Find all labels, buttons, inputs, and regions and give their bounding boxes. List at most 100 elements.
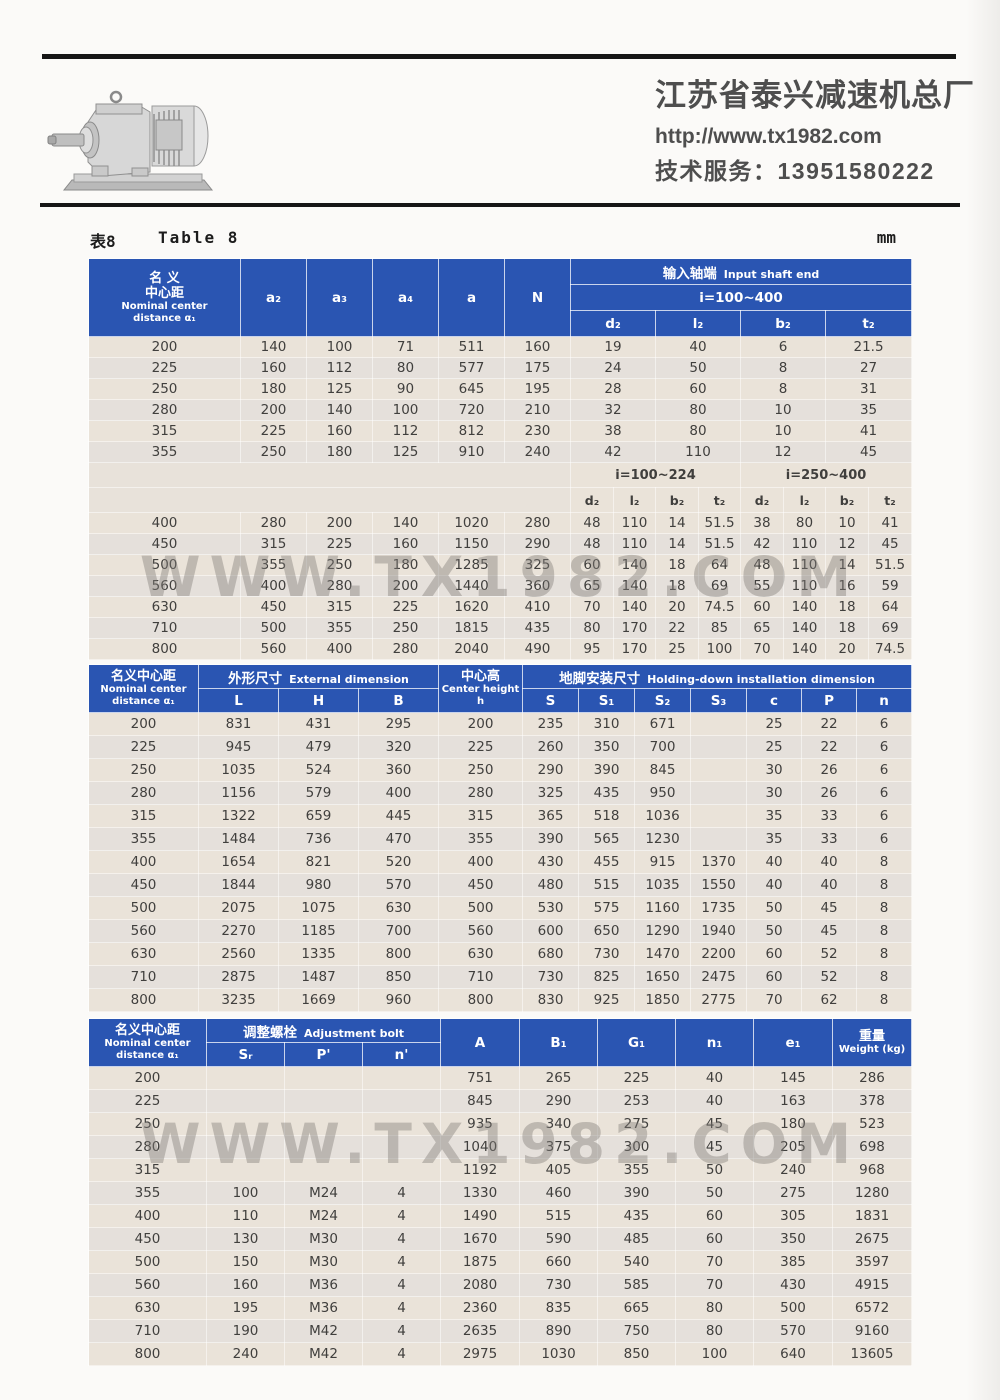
table-cell: 2270 — [198, 919, 279, 943]
table-cell: 40 — [801, 873, 858, 897]
column-header: N — [504, 258, 571, 337]
column-header: b₂ — [740, 310, 826, 337]
table-cell: 1844 — [198, 873, 279, 897]
table-cell: 650 — [578, 919, 636, 943]
table-cell: 80 — [570, 617, 614, 639]
table-cell: 12 — [740, 441, 826, 463]
table-cell: 3235 — [198, 988, 279, 1012]
table-cell: 65 — [740, 617, 784, 639]
header-row: i=100~400 — [89, 284, 913, 311]
table-cell: 305 — [753, 1204, 834, 1228]
table-cell: 350 — [578, 735, 636, 759]
table-cell: 28 — [570, 378, 656, 400]
table-cell: 50 — [746, 919, 803, 943]
table-cell: 48 — [740, 554, 784, 576]
table-cell: 2875 — [198, 965, 279, 989]
ratio-range-subheader: i=100~224 — [570, 462, 741, 488]
table-cell: 51.5 — [698, 512, 741, 534]
table-cell: 2975 — [440, 1342, 521, 1366]
header-line-en: Nominal center — [100, 684, 187, 695]
table-cell: 250 — [240, 441, 307, 463]
top-rule — [42, 54, 956, 59]
table-cell: 140 — [613, 596, 656, 618]
table-cell: 180 — [753, 1112, 834, 1136]
table-cell: 13605 — [832, 1342, 913, 1366]
table-cell: 850 — [357, 965, 440, 989]
table-cell: 479 — [278, 735, 359, 759]
table-cell: 25 — [746, 735, 803, 759]
table-cell: 400 — [438, 850, 524, 874]
table-cell: 41 — [867, 512, 913, 534]
table-cell: 35 — [746, 827, 803, 851]
table-cell: 560 — [240, 638, 307, 660]
header-line-en: Weight (kg) — [838, 1044, 906, 1055]
table-cell: 200 — [306, 512, 373, 534]
table-cell: 1075 — [278, 896, 359, 920]
table-cell: 585 — [597, 1273, 677, 1297]
group-label-cn: 外形尺寸 — [228, 670, 283, 687]
table-cell: 210 — [504, 399, 571, 421]
table-cell: 730 — [519, 1273, 599, 1297]
table-cell: 250 — [88, 758, 199, 782]
column-header: t₂ — [824, 310, 913, 337]
column-header: n₁ — [675, 1018, 755, 1067]
table-cell: 1335 — [278, 942, 359, 966]
table-cell: 355 — [88, 827, 199, 851]
table-cell: 825 — [578, 965, 636, 989]
table-cell: 140 — [613, 554, 656, 576]
table-cell: 80 — [675, 1319, 755, 1343]
table-cell: 671 — [634, 712, 692, 736]
table-cell: 225 — [240, 420, 307, 442]
column-header: P — [801, 688, 858, 713]
table-cell: 450 — [88, 533, 241, 555]
table-cell: 45 — [801, 896, 858, 920]
header-rule — [40, 203, 960, 207]
table-cell: 390 — [597, 1181, 677, 1205]
table-cell: 360 — [504, 575, 571, 597]
table-cell: 160 — [206, 1273, 285, 1297]
table-cell: 19 — [570, 336, 656, 358]
table-cell: 280 — [240, 512, 307, 534]
table-cell: 9160 — [832, 1319, 913, 1343]
header-row: d₂ l₂ b₂ t₂ — [89, 310, 913, 337]
table-cell: 2075 — [198, 896, 279, 920]
table-cell: 24 — [570, 357, 656, 379]
input-shaft-end-header: 输入轴端 Input shaft end — [569, 258, 913, 285]
table-cell: 10 — [740, 399, 826, 421]
table-cell: 355 — [88, 441, 241, 463]
table-cell: 110 — [206, 1204, 285, 1228]
table-row: 450 1844 980 570 450 480 515 1035 1550 40 40 8 — [88, 873, 913, 897]
table-cell: 42 — [570, 441, 656, 463]
table-cell: 10 — [740, 420, 826, 442]
table-cell: 4 — [361, 1181, 442, 1205]
table-row: 630 195 M36 4 2360 835 665 80 500 6572 — [88, 1296, 913, 1320]
table-cell: M24 — [284, 1204, 363, 1228]
spec-table-2: 名义中心距 Nominal center distance α₁ 外形尺寸 Extern… — [88, 664, 913, 1012]
company-website: http://www.tx1982.com — [655, 125, 882, 148]
table-cell: 470 — [357, 827, 440, 851]
table-cell: 850 — [597, 1342, 677, 1366]
table-cell: 500 — [438, 896, 524, 920]
table-cell: 112 — [372, 420, 439, 442]
table-cell: 48 — [570, 512, 614, 534]
table-cell: 1815 — [438, 617, 505, 639]
table-cell: 831 — [198, 712, 279, 736]
table-cell: 112 — [306, 357, 373, 379]
table-row: 315 1322 659 445 315 365 518 1036 35 33 6 — [88, 804, 913, 828]
header-line-en: distance α₁ — [116, 1050, 179, 1061]
table-cell: 125 — [306, 378, 373, 400]
table-cell: 1490 — [440, 1204, 521, 1228]
company-name: 江苏省泰兴减速机总厂 — [655, 78, 975, 113]
caption-en: Table 8 — [158, 228, 240, 247]
table-cell: 530 — [522, 896, 580, 920]
column-header: S₁ — [578, 688, 636, 713]
table-cell: 355 — [240, 554, 307, 576]
dimension-subheader: b₂ — [825, 487, 869, 513]
table-row: 450 130 M30 4 1670 590 485 60 350 2675 — [88, 1227, 913, 1251]
table-cell: 540 — [597, 1250, 677, 1274]
table-cell: 500 — [240, 617, 307, 639]
table-cell: 260 — [522, 735, 580, 759]
table-cell: 830 — [522, 988, 580, 1012]
table-row: 630 450 315 225 1620 410 70 140 20 74.5 60 140 18 64 — [88, 596, 913, 618]
table-cell: 1550 — [690, 873, 748, 897]
